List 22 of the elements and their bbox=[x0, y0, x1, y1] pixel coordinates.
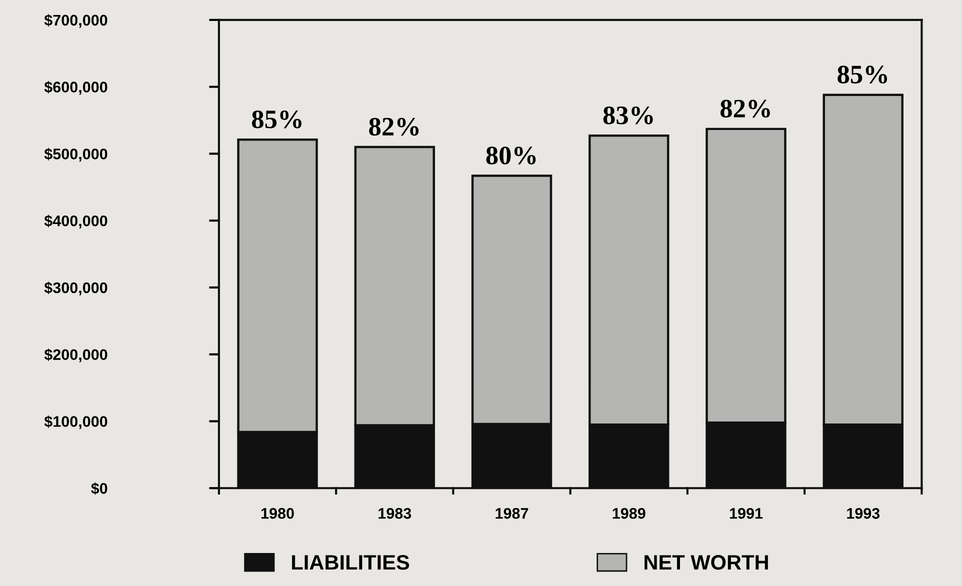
y-tick-label: $300,000 bbox=[44, 282, 108, 296]
annotation: 83% bbox=[603, 106, 653, 124]
x-tick-label: 1980 bbox=[261, 508, 294, 519]
y-tick-label: $200,000 bbox=[44, 348, 108, 362]
y-tick-label: $100,000 bbox=[44, 415, 108, 430]
legend-label: LIABILITIES bbox=[292, 554, 410, 570]
y-tick-label: $500,000 bbox=[44, 148, 108, 162]
x-tick-label: 1983 bbox=[378, 508, 412, 519]
annotation: 80% bbox=[486, 146, 536, 164]
x-tick-label: 1989 bbox=[612, 508, 646, 519]
y-tick-label: $400,000 bbox=[44, 214, 108, 228]
annotation: 85% bbox=[252, 110, 302, 128]
y-tick-label: $600,000 bbox=[44, 81, 108, 95]
annotation: 85% bbox=[838, 66, 888, 84]
y-tick-label: $700,000 bbox=[44, 14, 108, 28]
annotation: 82% bbox=[369, 118, 419, 136]
x-tick-label: 1993 bbox=[847, 508, 880, 519]
x-tick-label: 1991 bbox=[730, 508, 763, 519]
y-tick-label: $0 bbox=[91, 482, 108, 495]
legend-label: NET WORTH bbox=[644, 554, 768, 570]
x-tick-label: 1987 bbox=[496, 508, 528, 519]
annotation: 82% bbox=[720, 100, 770, 118]
